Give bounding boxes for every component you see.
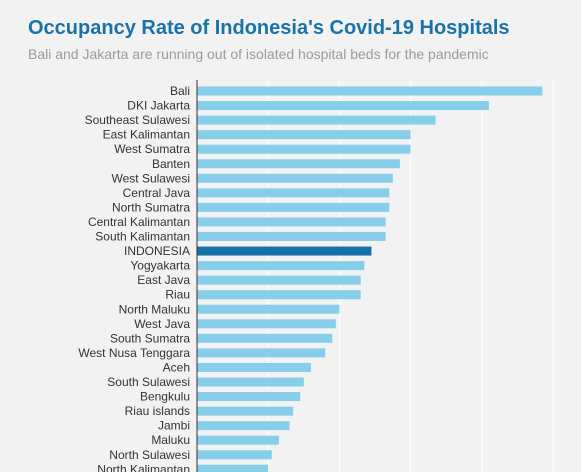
bar (197, 435, 279, 445)
category-label: East Java (137, 273, 190, 287)
category-label: Central Kalimantan (88, 215, 190, 229)
category-label: Bali (170, 84, 190, 98)
category-label: South Sumatra (110, 331, 190, 345)
category-label: Jambi (158, 419, 190, 433)
bar (197, 348, 326, 358)
bar (197, 261, 365, 271)
bar (197, 246, 372, 256)
category-label: South Kalimantan (95, 230, 190, 244)
category-label: INDONESIA (124, 244, 190, 258)
bar (197, 115, 436, 125)
bar (197, 450, 272, 460)
bar (197, 464, 269, 472)
bar (197, 392, 301, 402)
bars (197, 86, 543, 472)
bar (197, 319, 336, 329)
category-label: North Sumatra (112, 200, 190, 214)
bar (197, 421, 290, 431)
category-label: Aceh (163, 360, 190, 374)
chart-subtitle: Bali and Jakarta are running out of isol… (28, 46, 489, 62)
bar (197, 173, 393, 183)
category-label: Central Java (123, 186, 191, 200)
category-label: North Maluku (119, 302, 190, 316)
bar (197, 362, 311, 372)
bar (197, 144, 411, 154)
category-label: West Java (134, 317, 190, 331)
category-label: Yogyakarta (130, 259, 190, 273)
bar (197, 232, 386, 241)
bar (197, 86, 543, 96)
bar (197, 188, 390, 198)
category-label: DKI Jakarta (127, 99, 190, 113)
category-label: East Kalimantan (103, 128, 190, 142)
bar (197, 377, 304, 387)
bar (197, 333, 333, 343)
bar (197, 275, 361, 285)
bar (197, 406, 294, 416)
bar (197, 130, 411, 140)
category-label: West Sumatra (114, 142, 190, 156)
category-label: West Nusa Tenggara (78, 346, 190, 360)
bar (197, 290, 361, 300)
bar (197, 202, 390, 212)
category-label: Banten (152, 157, 190, 171)
bar (197, 217, 386, 227)
category-label: South Sulawesi (107, 375, 190, 389)
category-label: North Kalimantan (97, 462, 190, 472)
bar (197, 159, 400, 169)
bar (197, 304, 340, 314)
bar (197, 101, 489, 111)
chart-title: Occupancy Rate of Indonesia's Covid-19 H… (28, 17, 510, 39)
category-label: Maluku (151, 433, 190, 447)
category-label: Bengkulu (140, 390, 190, 404)
category-label: Riau (165, 288, 190, 302)
category-label: Riau islands (125, 404, 190, 418)
category-label: North Sulawesi (109, 448, 190, 462)
category-label: West Sulawesi (112, 171, 190, 185)
category-label: Southeast Sulawesi (85, 113, 190, 127)
